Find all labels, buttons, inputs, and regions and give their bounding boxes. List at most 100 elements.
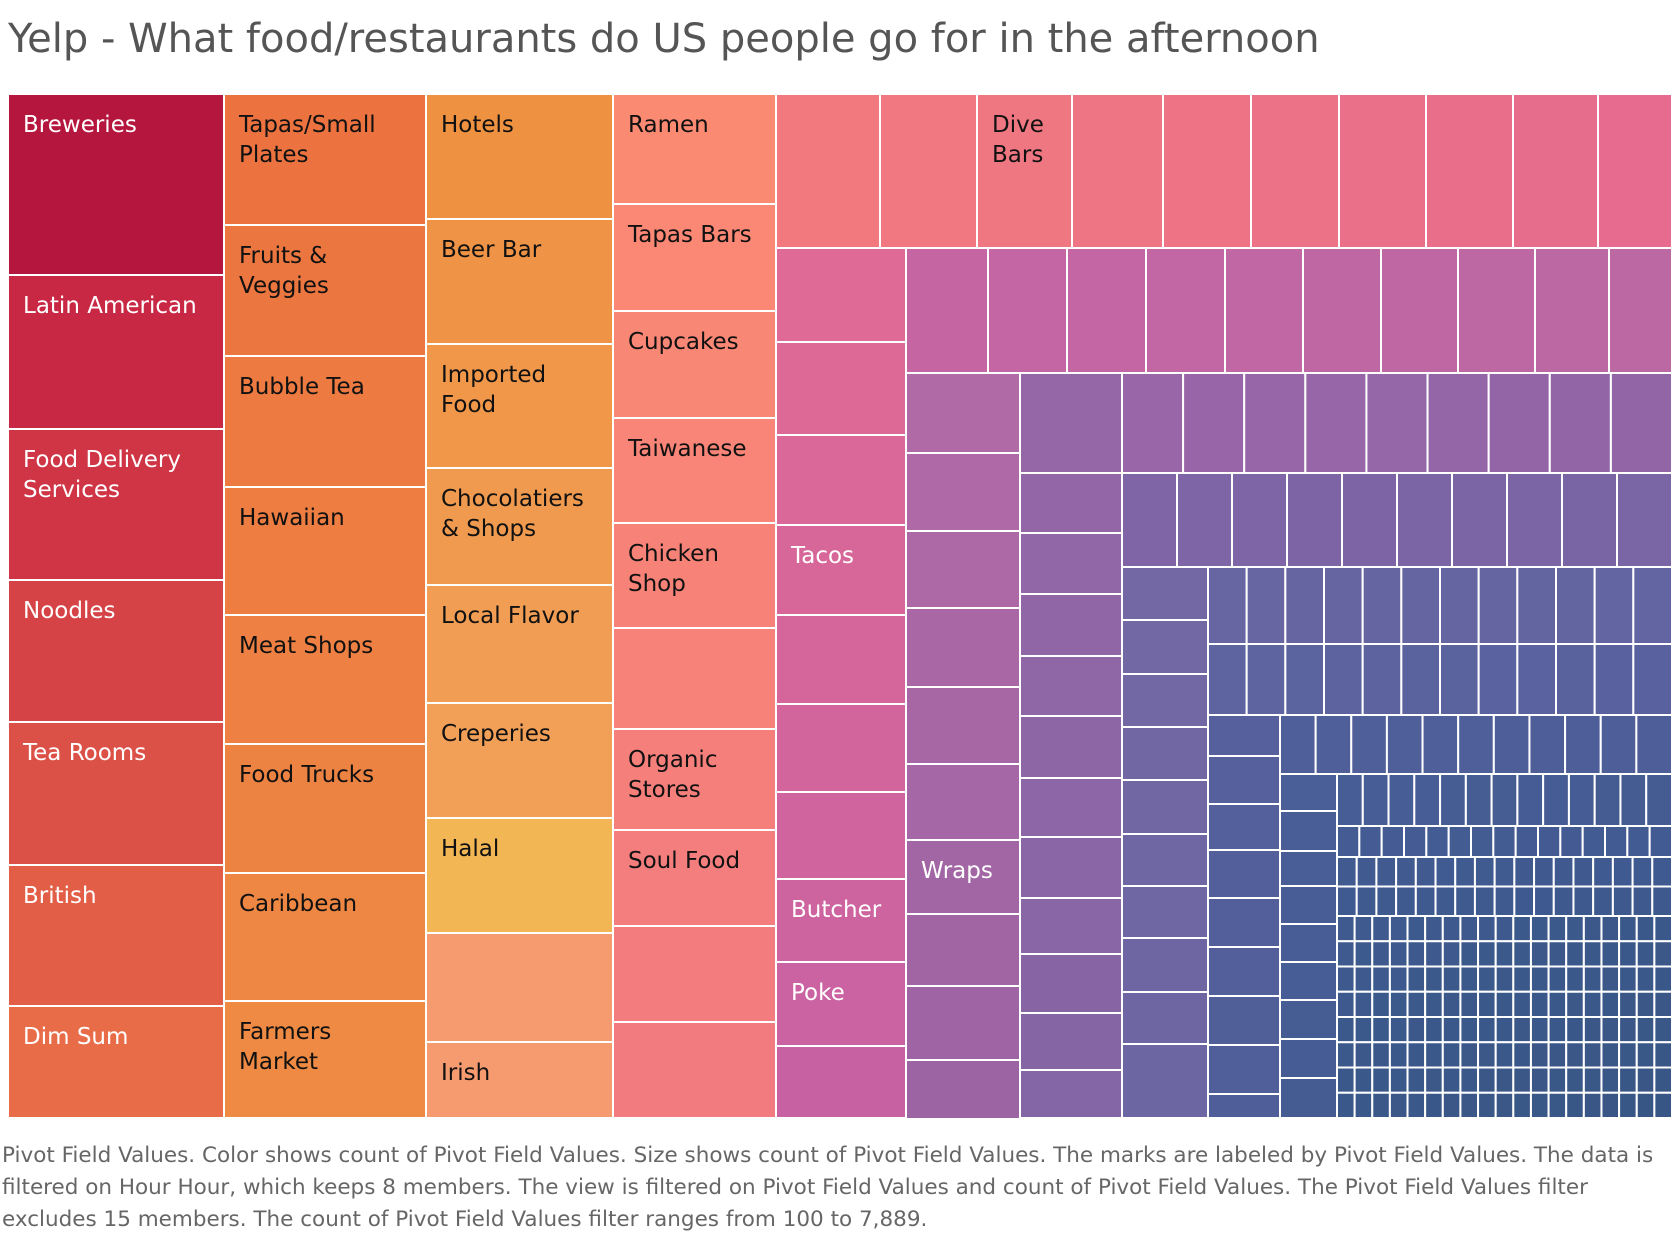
treemap-cell[interactable]: [1635, 1091, 1656, 1118]
treemap-cell[interactable]: [1286, 472, 1343, 568]
treemap-cell[interactable]: [1477, 965, 1497, 993]
treemap-cell[interactable]: [1477, 1041, 1497, 1069]
treemap-cell[interactable]: [1513, 885, 1536, 917]
treemap-cell-dim-sum[interactable]: [8, 1005, 225, 1118]
treemap-cell[interactable]: [1207, 755, 1281, 805]
treemap-cell[interactable]: [1425, 94, 1514, 249]
treemap-cell[interactable]: [775, 703, 907, 793]
treemap-cell[interactable]: [775, 247, 907, 343]
treemap-cell[interactable]: [1406, 915, 1427, 943]
treemap-cell[interactable]: [1388, 965, 1409, 993]
treemap-cell[interactable]: [1582, 1016, 1603, 1044]
treemap-cell[interactable]: [1513, 856, 1536, 888]
treemap-cell[interactable]: [1609, 372, 1672, 474]
treemap-cell[interactable]: [1336, 825, 1361, 858]
treemap-cell[interactable]: [1547, 965, 1568, 993]
treemap-cell[interactable]: [1121, 372, 1185, 474]
treemap-cell[interactable]: [612, 925, 777, 1023]
treemap-cell[interactable]: [1071, 94, 1164, 249]
treemap-cell[interactable]: [1565, 1091, 1585, 1118]
treemap-cell[interactable]: [1365, 372, 1429, 474]
treemap-cell[interactable]: [1121, 833, 1209, 887]
treemap-cell-butcher[interactable]: [775, 878, 907, 963]
treemap-cell[interactable]: [1477, 643, 1519, 716]
treemap-cell[interactable]: [1559, 825, 1584, 858]
treemap-cell[interactable]: [1529, 1066, 1550, 1094]
treemap-cell[interactable]: [1396, 472, 1453, 568]
treemap-cell[interactable]: [1019, 593, 1123, 657]
treemap-cell[interactable]: [1547, 1041, 1568, 1069]
treemap-cell[interactable]: [1375, 856, 1398, 888]
treemap-cell[interactable]: [905, 913, 1021, 987]
treemap-cell-wraps[interactable]: [905, 839, 1021, 915]
treemap-cell[interactable]: [1618, 1091, 1638, 1118]
treemap-cell[interactable]: [1555, 643, 1596, 716]
treemap-cell[interactable]: [1477, 1016, 1497, 1044]
treemap-cell[interactable]: [1565, 965, 1585, 993]
treemap-cell[interactable]: [1019, 836, 1123, 899]
treemap-cell[interactable]: [1565, 915, 1585, 943]
treemap-cell[interactable]: [1336, 856, 1358, 888]
treemap-cell[interactable]: [1572, 885, 1595, 917]
treemap-cell[interactable]: [1355, 885, 1378, 917]
treemap-cell[interactable]: [1375, 885, 1398, 917]
treemap-cell[interactable]: [1512, 94, 1599, 249]
treemap-cell[interactable]: [1424, 915, 1444, 943]
treemap-cell[interactable]: [1231, 472, 1288, 568]
treemap-cell[interactable]: [1371, 1091, 1391, 1118]
treemap-cell[interactable]: [1371, 965, 1391, 993]
treemap-cell[interactable]: [1593, 773, 1622, 827]
treemap-cell[interactable]: [1279, 961, 1338, 1001]
treemap-cell[interactable]: [1582, 1091, 1603, 1118]
treemap-cell[interactable]: [1207, 803, 1281, 851]
treemap-cell[interactable]: [1424, 1066, 1444, 1094]
treemap-cell[interactable]: [1336, 773, 1364, 827]
treemap-cell[interactable]: [1019, 655, 1123, 717]
treemap-cell[interactable]: [1477, 915, 1497, 943]
treemap-cell[interactable]: [1506, 472, 1563, 568]
treemap-cell[interactable]: [1516, 643, 1558, 716]
treemap-cell-caribbean[interactable]: [223, 872, 427, 1002]
treemap-cell[interactable]: [1406, 990, 1427, 1018]
treemap-cell[interactable]: [1618, 1066, 1638, 1094]
treemap-cell[interactable]: [1207, 714, 1281, 757]
treemap-cell[interactable]: [1565, 1016, 1585, 1044]
treemap-cell[interactable]: [1361, 773, 1390, 827]
treemap-cell[interactable]: [1616, 472, 1672, 568]
treemap-cell[interactable]: [1512, 1066, 1532, 1094]
treemap-cell[interactable]: [1512, 1016, 1532, 1044]
treemap-cell[interactable]: [1451, 472, 1508, 568]
treemap-cell[interactable]: [1441, 1016, 1462, 1044]
treemap-cell[interactable]: [1548, 372, 1612, 474]
treemap-cell[interactable]: [1529, 965, 1550, 993]
treemap-cell[interactable]: [1403, 825, 1428, 858]
treemap-cell[interactable]: [1477, 940, 1497, 968]
treemap-cell[interactable]: [775, 434, 907, 526]
treemap-cell[interactable]: [879, 94, 978, 249]
treemap-cell-food-delivery-services[interactable]: [8, 428, 225, 581]
treemap-cell[interactable]: [905, 452, 1021, 532]
treemap-cell[interactable]: [1406, 1091, 1427, 1118]
treemap-cell[interactable]: [905, 985, 1021, 1061]
treemap-cell[interactable]: [1380, 247, 1459, 374]
treemap-cell[interactable]: [1019, 715, 1123, 779]
treemap-cell-ramen[interactable]: [612, 94, 777, 205]
treemap-cell[interactable]: [1019, 953, 1123, 1014]
treemap-cell[interactable]: [1121, 566, 1209, 621]
treemap-cell-soul-food[interactable]: [612, 829, 777, 927]
treemap-cell[interactable]: [1651, 885, 1672, 917]
treemap-cell[interactable]: [1385, 714, 1424, 775]
treemap-cell[interactable]: [1371, 940, 1391, 968]
treemap-cell[interactable]: [1439, 643, 1480, 716]
treemap-cell[interactable]: [1561, 472, 1618, 568]
treemap-cell[interactable]: [1631, 885, 1654, 917]
treemap-cell[interactable]: [1336, 1016, 1356, 1044]
treemap-cell[interactable]: [1547, 940, 1568, 968]
treemap-cell[interactable]: [1434, 856, 1457, 888]
treemap-cell[interactable]: [1494, 1091, 1515, 1118]
treemap-cell[interactable]: [1459, 1091, 1480, 1118]
treemap-cell-poke[interactable]: [775, 961, 907, 1047]
treemap-cell[interactable]: [1454, 885, 1476, 917]
treemap-cell[interactable]: [1528, 714, 1567, 775]
treemap-cell[interactable]: [1019, 1069, 1123, 1118]
